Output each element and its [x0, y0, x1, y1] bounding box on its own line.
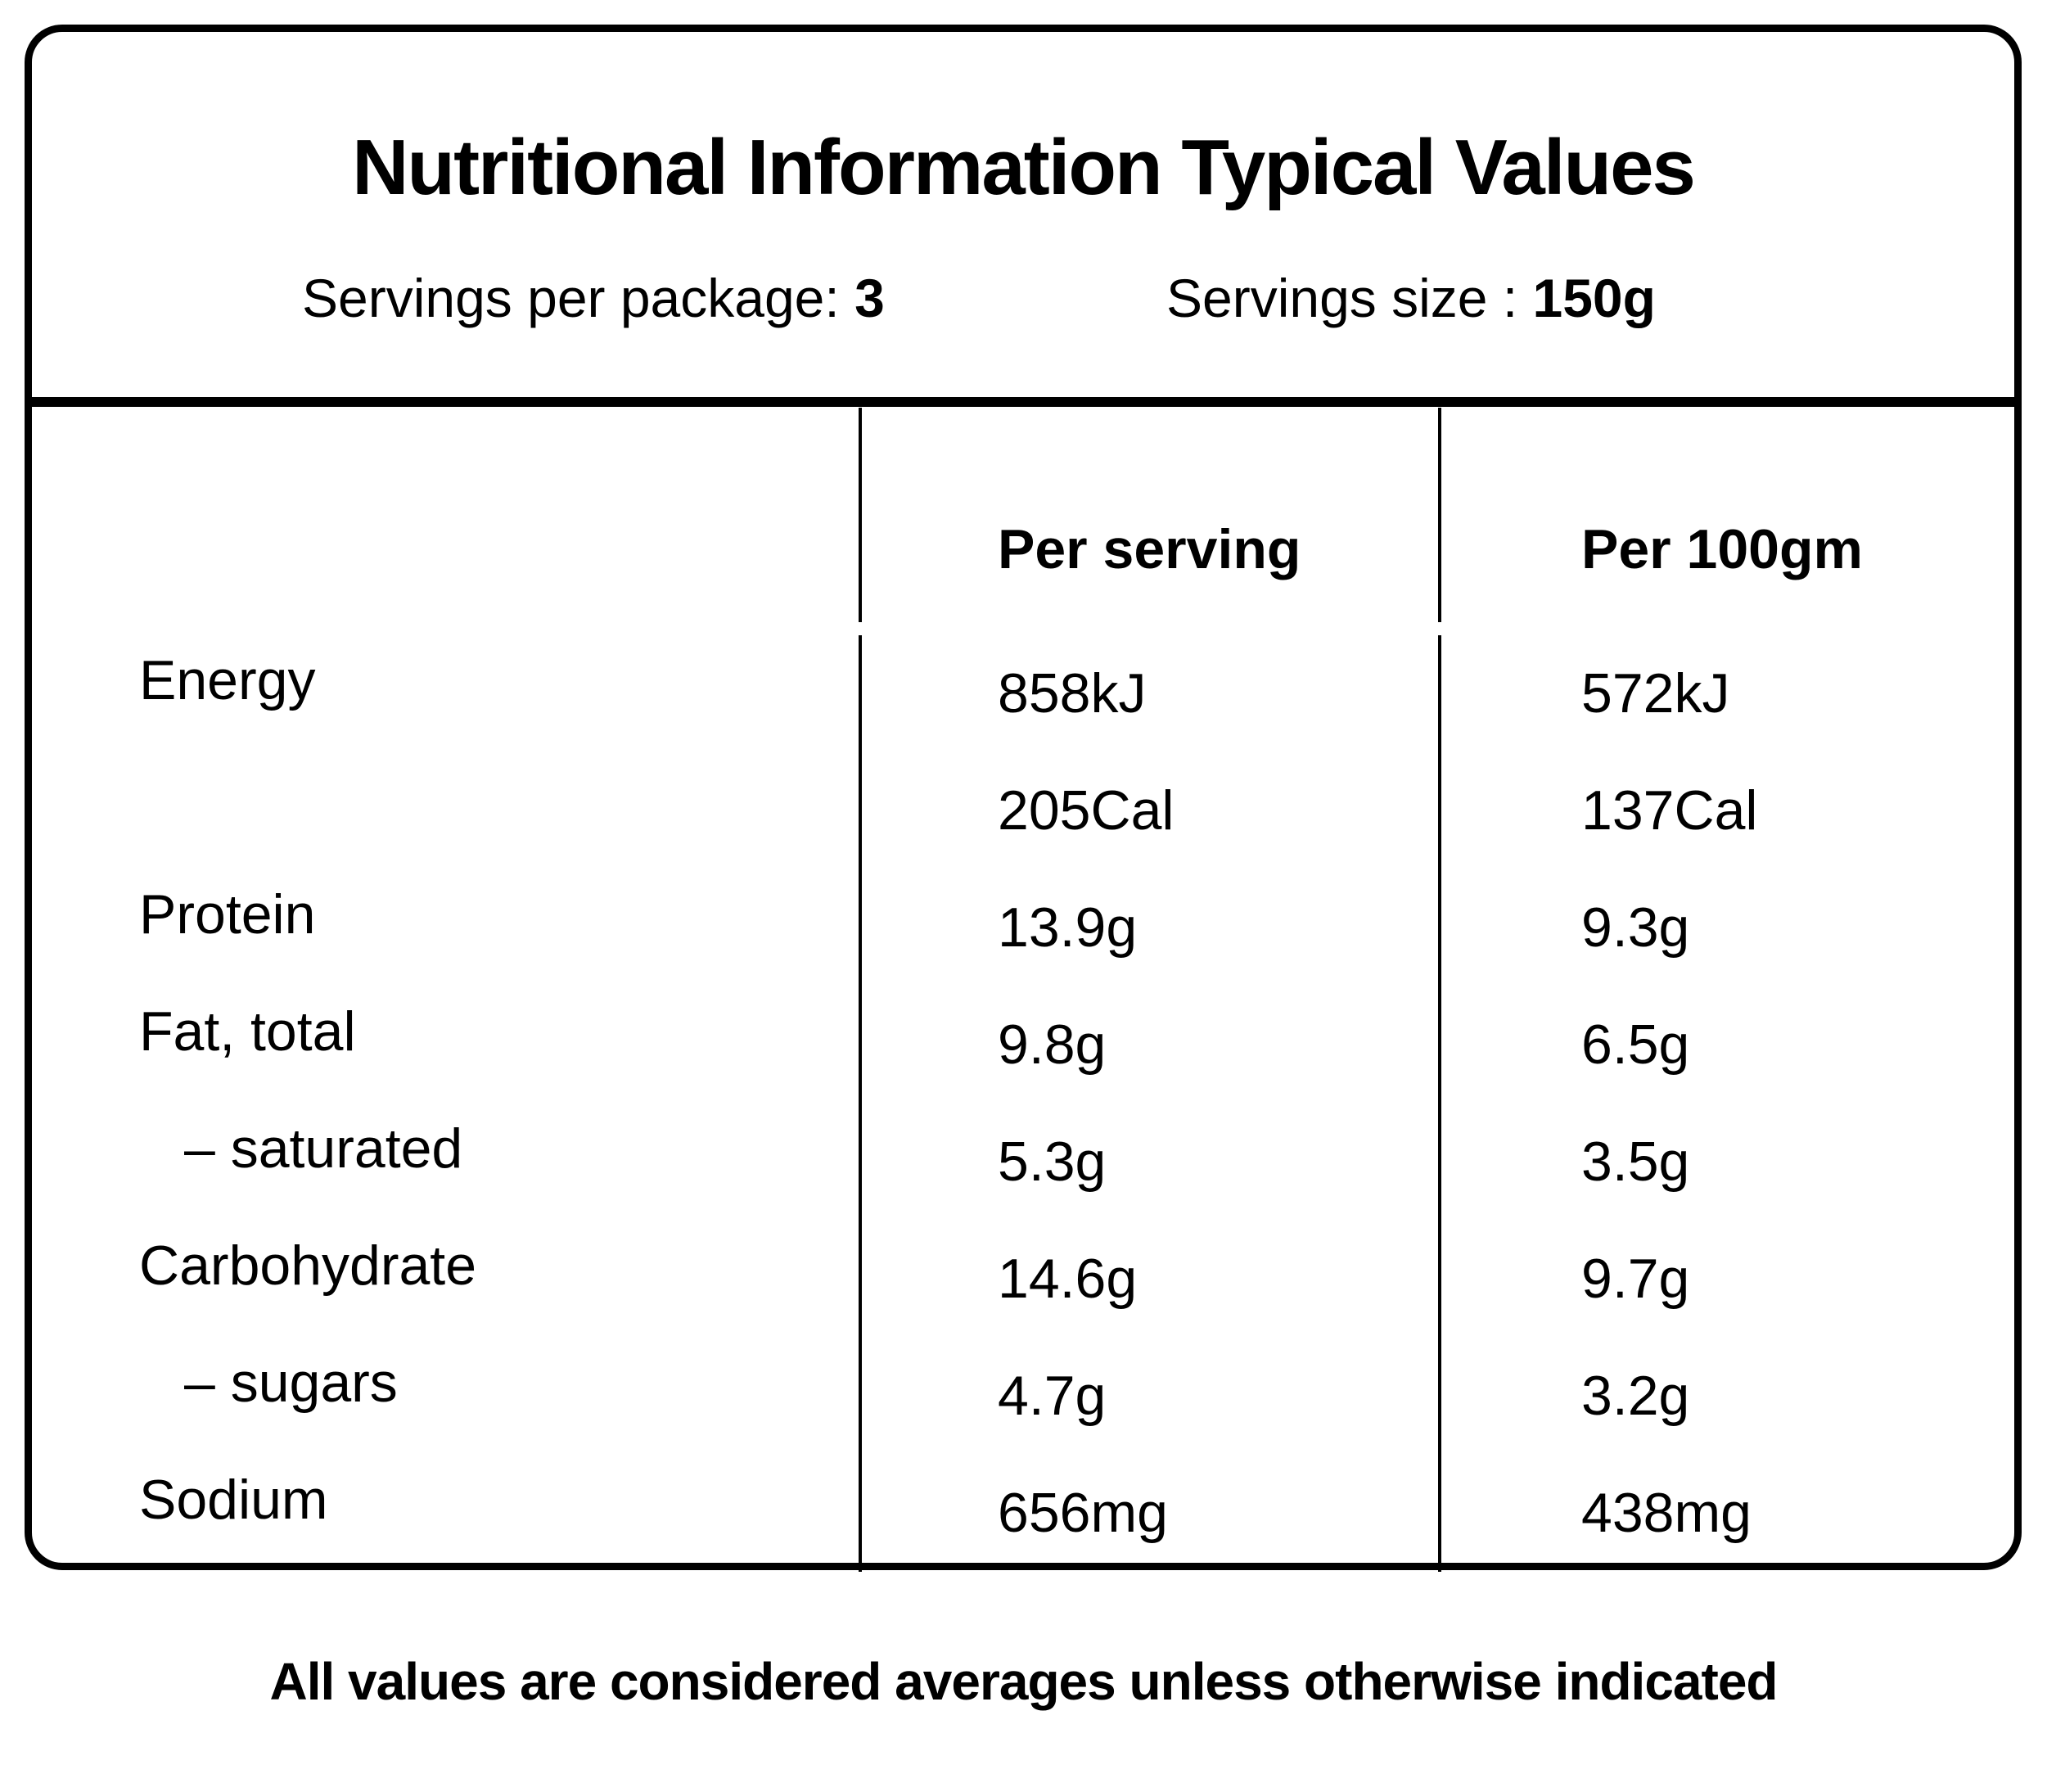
- nutrient-label: – saturated: [184, 1117, 463, 1180]
- nutrient-label: Carbohydrate: [139, 1235, 477, 1297]
- nutrient-label: Sodium: [139, 1469, 328, 1531]
- column-header-per-100g: Per 100gm: [1438, 408, 2014, 622]
- per-serving-value: 9.8g: [859, 986, 1438, 1104]
- per-serving-value: 656mg: [859, 1455, 1438, 1572]
- per-serving-value: 858kJ: [859, 635, 1438, 752]
- servings-per-package-label: Servings per package:: [302, 268, 840, 328]
- per-serving-value: 205Cal: [859, 752, 1438, 869]
- per-serving-value: 5.3g: [859, 1104, 1438, 1221]
- per-100g-value: 6.5g: [1438, 986, 2014, 1104]
- servings-per-package-value: 3: [854, 268, 885, 328]
- column-header-spacer: [32, 408, 859, 622]
- per-serving-value: 14.6g: [859, 1221, 1438, 1338]
- label-box: Nutritional Information Typical Values S…: [25, 25, 2022, 1572]
- per-100g-value: 9.7g: [1438, 1221, 2014, 1338]
- header-divider-rule: [25, 397, 2022, 407]
- serving-size-value: 150g: [1532, 268, 1656, 328]
- nutrient-label: [32, 739, 859, 856]
- footer-note: All values are considered averages unles…: [269, 1652, 1778, 1711]
- nutrient-label: – sugars: [184, 1352, 398, 1414]
- per-100g-value: 438mg: [1438, 1455, 2014, 1572]
- per-100g-value: 9.3g: [1438, 869, 2014, 986]
- nutrient-label: Energy: [139, 649, 316, 711]
- per-100g-value: 572kJ: [1438, 635, 2014, 752]
- serving-size: Servings size : 150g: [1166, 271, 1656, 325]
- nutrient-label: Protein: [139, 883, 316, 946]
- nutrient-label: Fat, total: [139, 1000, 356, 1063]
- column-header-per-serving: Per serving: [859, 408, 1438, 622]
- per-100g-value: 3.2g: [1438, 1338, 2014, 1455]
- per-100g-value: 137Cal: [1438, 752, 2014, 869]
- nutrition-table: Per serving Per 100gm Energy 858kJ 572kJ…: [32, 408, 2014, 1572]
- label-title: Nutritional Information Typical Values: [352, 124, 1696, 211]
- per-100g-value: 3.5g: [1438, 1104, 2014, 1221]
- per-serving-value: 13.9g: [859, 869, 1438, 986]
- per-serving-value: 4.7g: [859, 1338, 1438, 1455]
- serving-size-label: Servings size :: [1166, 268, 1518, 328]
- servings-per-package: Servings per package: 3: [302, 271, 885, 325]
